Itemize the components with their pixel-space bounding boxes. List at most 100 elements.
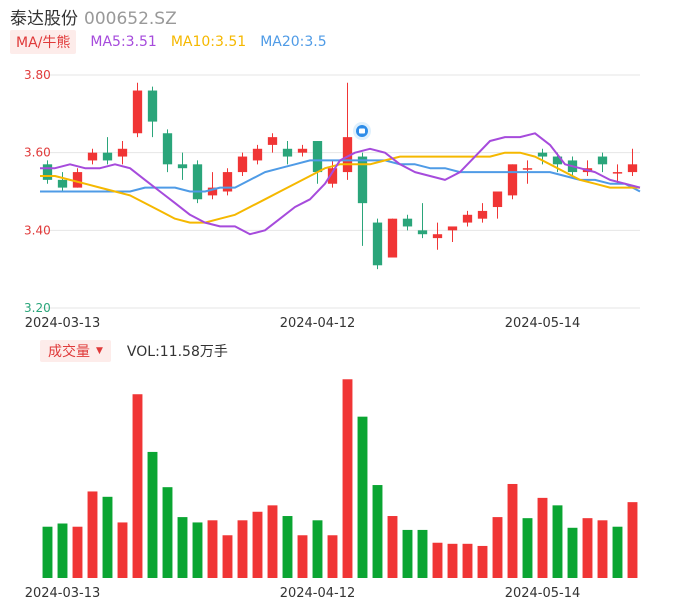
candle-body bbox=[327, 168, 338, 184]
volume-bar bbox=[177, 517, 188, 578]
volume-bar bbox=[252, 511, 263, 578]
volume-bar bbox=[327, 535, 338, 578]
volume-bar bbox=[612, 526, 623, 578]
candle-body bbox=[72, 172, 83, 188]
candle-body bbox=[462, 214, 473, 223]
volume-bar bbox=[267, 505, 278, 578]
stock-code: 000652.SZ bbox=[84, 9, 177, 29]
volume-indicator-selector[interactable]: 成交量 ▼ bbox=[40, 340, 111, 362]
candle-body bbox=[177, 164, 188, 169]
stock-name: 泰达股份 bbox=[10, 9, 78, 29]
volume-legend: 成交量 ▼ VOL:11.58万手 bbox=[40, 340, 228, 362]
candle-body bbox=[87, 152, 98, 161]
x-tick-label: 2024-05-14 bbox=[505, 316, 581, 331]
volume-bar bbox=[192, 522, 203, 578]
candle-body bbox=[492, 191, 503, 208]
ma-legend: MA/牛熊 MA5:3.51 MA10:3.51 MA20:3.5 bbox=[10, 30, 327, 54]
date-axis-bottom: 2024-03-13 2024-04-12 2024-05-14 bbox=[25, 586, 581, 601]
volume-bar bbox=[312, 520, 323, 578]
x-tick-label: 2024-04-12 bbox=[280, 586, 356, 601]
candle-body bbox=[357, 156, 368, 204]
candle-body bbox=[42, 164, 53, 180]
candle-body bbox=[372, 222, 383, 266]
volume-bar bbox=[582, 518, 593, 578]
event-marker[interactable] bbox=[353, 122, 371, 140]
candle-body bbox=[102, 152, 113, 161]
candle-body bbox=[342, 137, 353, 173]
candle-body bbox=[312, 141, 323, 173]
ma20-label: MA20:3.5 bbox=[260, 34, 327, 50]
volume-bar bbox=[87, 491, 98, 578]
candle-body bbox=[612, 172, 623, 174]
ma-indicator-selector[interactable]: MA/牛熊 bbox=[10, 30, 77, 54]
volume-bar bbox=[387, 516, 398, 578]
ma-lines bbox=[40, 132, 641, 236]
volume-bar bbox=[237, 520, 248, 578]
event-marker-glyph bbox=[359, 128, 365, 134]
volume-bar bbox=[42, 526, 53, 578]
y-tick-label: 3.20 bbox=[24, 301, 51, 315]
volume-bar bbox=[417, 529, 428, 578]
volume-bar bbox=[162, 487, 173, 578]
candle-body bbox=[447, 226, 458, 231]
candle-body bbox=[417, 230, 428, 235]
candle-body bbox=[537, 152, 548, 157]
ma5-line bbox=[40, 132, 641, 236]
chart-header: 泰达股份 000652.SZ bbox=[10, 4, 177, 29]
candle-body bbox=[552, 156, 563, 165]
y-tick-label: 3.60 bbox=[24, 146, 51, 160]
candle-body bbox=[282, 148, 293, 157]
candle-body bbox=[402, 218, 413, 227]
candle-body bbox=[267, 137, 278, 145]
volume-bar bbox=[402, 529, 413, 578]
candle-body bbox=[222, 172, 233, 192]
volume-bar bbox=[627, 502, 638, 578]
volume-bar bbox=[102, 496, 113, 578]
x-tick-label: 2024-04-12 bbox=[280, 316, 356, 331]
volume-bar bbox=[147, 451, 158, 578]
volume-bar bbox=[72, 526, 83, 578]
candle-body bbox=[522, 168, 533, 170]
y-tick-label: 3.40 bbox=[24, 223, 51, 237]
volume-bar bbox=[207, 520, 218, 578]
x-tick-label: 2024-05-14 bbox=[505, 586, 581, 601]
volume-bars bbox=[42, 379, 638, 578]
volume-bar bbox=[117, 522, 128, 578]
candle-body bbox=[507, 164, 518, 196]
volume-bar bbox=[597, 520, 608, 578]
volume-bar bbox=[132, 394, 143, 578]
ma5-label: MA5:3.51 bbox=[90, 34, 157, 50]
candle-body bbox=[147, 90, 158, 122]
volume-bar bbox=[297, 535, 308, 578]
volume-bar bbox=[552, 505, 563, 578]
ma10-line bbox=[40, 151, 640, 224]
volume-bar bbox=[522, 518, 533, 578]
volume-bar bbox=[432, 542, 443, 578]
candlesticks bbox=[42, 82, 638, 270]
candle-body bbox=[252, 148, 263, 161]
volume-bar bbox=[537, 497, 548, 578]
caret-down-icon: ▼ bbox=[96, 346, 103, 356]
volume-bar bbox=[492, 517, 503, 578]
volume-bar bbox=[462, 543, 473, 578]
volume-bar bbox=[447, 543, 458, 578]
volume-indicator-label: 成交量 bbox=[48, 344, 90, 360]
candle-body bbox=[477, 210, 488, 219]
volume-bar bbox=[372, 485, 383, 578]
volume-bar bbox=[342, 379, 353, 578]
candle-body bbox=[207, 187, 218, 196]
volume-bar bbox=[507, 483, 518, 578]
x-tick-label: 2024-03-13 bbox=[25, 586, 101, 601]
candle-body bbox=[387, 218, 398, 258]
candle-body bbox=[192, 164, 203, 200]
x-tick-label: 2024-03-13 bbox=[25, 316, 101, 331]
candle-body bbox=[597, 156, 608, 165]
candle-body bbox=[432, 234, 443, 239]
date-axis-top: 2024-03-13 2024-04-12 2024-05-14 bbox=[25, 316, 581, 331]
candle-body bbox=[627, 164, 638, 173]
y-tick-label: 3.80 bbox=[24, 68, 51, 82]
volume-bar bbox=[567, 527, 578, 578]
volume-bar bbox=[282, 516, 293, 578]
ma10-label: MA10:3.51 bbox=[170, 34, 247, 50]
